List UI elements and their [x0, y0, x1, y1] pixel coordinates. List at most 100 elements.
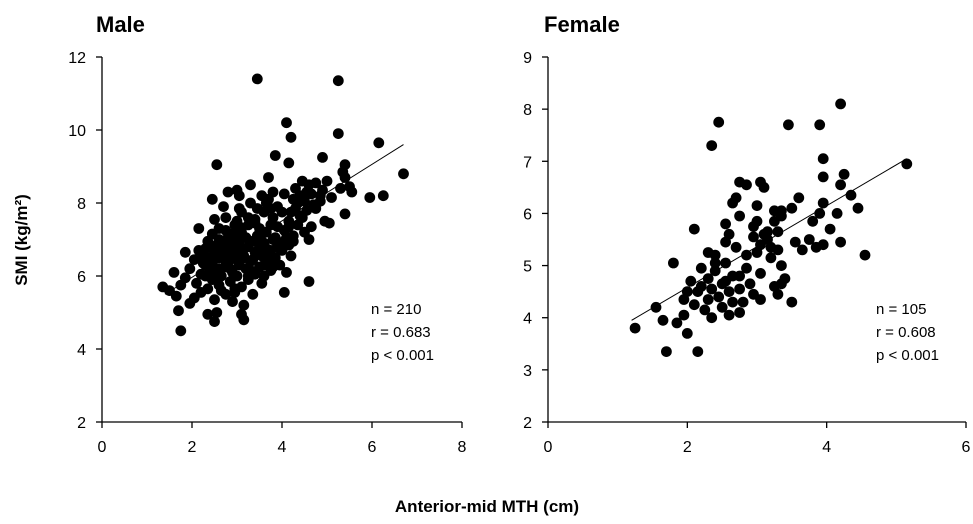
- data-point-female: [706, 312, 718, 324]
- data-point-female: [688, 223, 700, 235]
- y-axis-title: SMI (kg/m²): [12, 194, 31, 286]
- data-point-female: [814, 119, 826, 131]
- data-point-female: [814, 208, 826, 219]
- data-point-male: [317, 152, 328, 163]
- data-point-female: [751, 200, 763, 212]
- y-tick-label-female: 2: [523, 415, 532, 432]
- stats-male: n = 210 r = 0.683 p < 0.001: [371, 301, 434, 364]
- trendline-female-group: [631, 158, 908, 321]
- data-point-male: [285, 250, 297, 262]
- data-point-female: [852, 202, 864, 214]
- data-point-female: [776, 260, 787, 271]
- data-point-female: [786, 296, 798, 308]
- data-point-male: [242, 270, 254, 282]
- data-point-female: [765, 252, 777, 264]
- data-point-male: [256, 277, 268, 289]
- points-female: [629, 98, 913, 357]
- data-point-female: [807, 215, 819, 227]
- data-point-male: [263, 172, 274, 183]
- data-point-male: [339, 208, 351, 220]
- data-point-female: [688, 299, 700, 311]
- data-point-male: [281, 267, 292, 278]
- data-point-male: [254, 234, 265, 245]
- data-point-female: [793, 192, 805, 204]
- y-tick-label-female: 9: [523, 50, 532, 67]
- trendline-male-group: [164, 144, 404, 295]
- data-point-male: [272, 239, 283, 251]
- stat-n-male: n = 210: [371, 301, 421, 318]
- data-point-male: [173, 305, 184, 317]
- stats-female: n = 105 r = 0.608 p < 0.001: [876, 301, 939, 364]
- data-point-female: [706, 140, 718, 152]
- data-point-male: [193, 223, 205, 234]
- data-point-male: [179, 246, 191, 258]
- data-point-female: [901, 158, 913, 170]
- x-tick-label-male: 2: [188, 439, 197, 456]
- data-point-female: [803, 234, 815, 245]
- axes-female: [547, 57, 966, 423]
- data-point-male: [229, 219, 241, 231]
- stat-r-male: r = 0.683: [371, 324, 431, 341]
- data-point-female: [706, 283, 718, 295]
- x-tick-label-male: 8: [458, 439, 467, 456]
- data-point-female: [734, 283, 745, 295]
- data-point-male: [206, 193, 218, 205]
- data-point-female: [720, 236, 731, 248]
- data-point-male: [276, 206, 288, 218]
- data-point-female: [716, 301, 728, 313]
- trendline-male: [164, 144, 404, 295]
- data-point-female: [796, 244, 808, 256]
- data-point-female: [859, 249, 871, 261]
- data-point-male: [303, 234, 315, 245]
- data-point-male: [227, 296, 238, 307]
- stat-p-male: p < 0.001: [371, 347, 434, 364]
- data-point-female: [692, 286, 704, 297]
- y-tick-label-male: 2: [77, 415, 86, 432]
- data-point-male: [197, 257, 209, 269]
- data-point-male: [321, 175, 333, 187]
- data-point-female: [730, 241, 742, 253]
- data-point-female: [751, 247, 763, 258]
- data-point-male: [211, 268, 223, 280]
- x-axis-title: Anterior-mid MTH (cm): [395, 497, 579, 516]
- data-point-male: [191, 277, 202, 289]
- data-point-male: [220, 256, 232, 267]
- stat-n-female: n = 105: [876, 301, 926, 318]
- y-tick-label-female: 8: [523, 102, 532, 119]
- data-point-male: [184, 298, 196, 309]
- data-point-male: [281, 232, 292, 244]
- data-point-male: [213, 223, 225, 234]
- data-point-female: [695, 262, 707, 274]
- data-point-male: [373, 137, 385, 149]
- data-point-female: [713, 291, 725, 303]
- data-point-male: [308, 199, 319, 211]
- data-point-male: [175, 279, 187, 291]
- data-point-male: [204, 241, 216, 253]
- data-point-male: [283, 157, 295, 169]
- data-point-male: [170, 290, 182, 302]
- data-point-male: [281, 117, 292, 129]
- data-point-male: [168, 267, 180, 278]
- data-point-female: [748, 221, 759, 232]
- data-point-male: [364, 192, 376, 203]
- data-point-female: [789, 236, 801, 248]
- data-point-male: [231, 254, 243, 265]
- data-point-male: [278, 287, 290, 298]
- data-point-male: [247, 254, 259, 265]
- data-point-male: [247, 288, 259, 300]
- data-point-male: [249, 217, 261, 229]
- data-point-male: [211, 307, 223, 318]
- data-point-female: [783, 119, 794, 131]
- data-point-female: [734, 270, 745, 282]
- data-point-male: [283, 221, 295, 233]
- data-point-male: [251, 73, 263, 85]
- data-point-female: [629, 322, 641, 334]
- data-point-female: [755, 268, 766, 279]
- data-point-female: [681, 328, 693, 339]
- y-tick-label-male: 12: [68, 50, 86, 67]
- chart-title-male: Male: [96, 12, 145, 37]
- data-point-male: [238, 299, 250, 311]
